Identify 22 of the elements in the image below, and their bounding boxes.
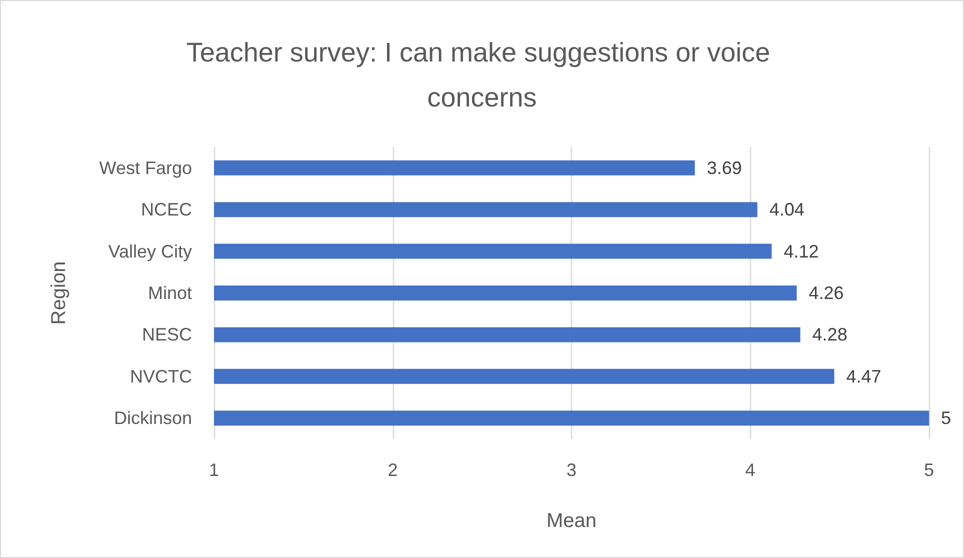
y-tick-label: Dickinson — [114, 408, 192, 428]
data-label: 4.04 — [769, 200, 804, 220]
x-tick-label: 5 — [924, 460, 934, 480]
x-tick-label: 3 — [566, 460, 577, 480]
data-label: 3.69 — [706, 158, 742, 178]
chart-title: Teacher survey: I can make suggestions or voice concerns — [186, 38, 778, 112]
data-label: 4.28 — [812, 324, 848, 345]
x-tick-label: 1 — [208, 460, 220, 480]
y-tick-label: Valley City — [108, 241, 192, 262]
x-tick-label: 2 — [388, 460, 398, 480]
data-label: 4.12 — [784, 241, 819, 262]
y-tick-label: NVCTC — [130, 366, 192, 386]
y-tick-label: NESC — [142, 324, 192, 345]
x-tick-label: 4 — [745, 460, 756, 480]
y-tick-label: West Fargo — [99, 158, 192, 178]
data-label: 5 — [941, 408, 952, 428]
y-tick-label: Minot — [148, 283, 192, 303]
data-label: 4.47 — [846, 366, 882, 386]
data-label: 4.26 — [808, 283, 844, 303]
x-axis-title: Mean — [546, 510, 597, 532]
y-tick-label: NCEC — [140, 200, 192, 220]
y-axis-title: Region — [48, 261, 70, 325]
